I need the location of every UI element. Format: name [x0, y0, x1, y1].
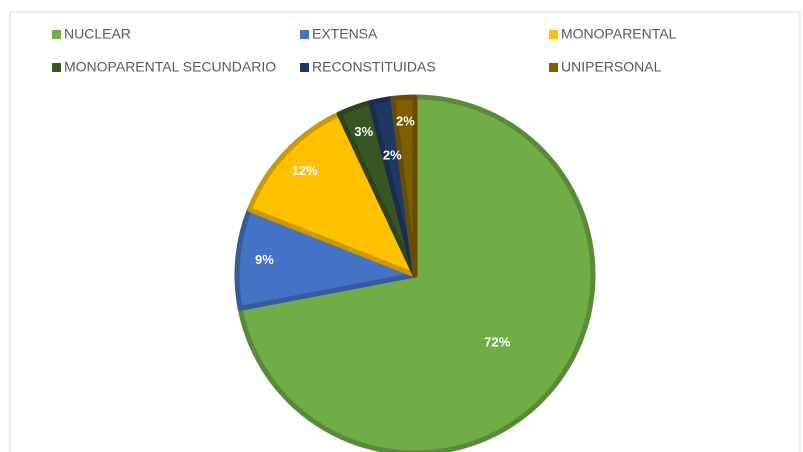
legend-swatch: [52, 63, 61, 72]
legend-swatch: [549, 63, 558, 72]
data-label: 3%: [354, 124, 373, 139]
legend-swatch: [549, 30, 558, 39]
legend-swatch: [300, 63, 309, 72]
data-label: 72%: [484, 335, 510, 350]
legend-swatch: [300, 30, 309, 39]
data-label: 12%: [292, 163, 318, 178]
legend-label: RECONSTITUIDAS: [312, 59, 436, 75]
data-label: 9%: [255, 252, 274, 267]
legend-label: NUCLEAR: [64, 26, 131, 42]
data-label: 2%: [383, 148, 402, 163]
pie-slice: [247, 111, 418, 278]
legend-label: EXTENSA: [312, 26, 378, 42]
legend-label: MONOPARENTAL: [561, 26, 677, 42]
legend-label: MONOPARENTAL SECUNDARIO: [64, 59, 276, 75]
pie-slice: [234, 206, 418, 311]
legend-swatch: [52, 30, 61, 39]
data-label: 2%: [396, 114, 415, 129]
legend-label: UNIPERSONAL: [561, 59, 662, 75]
pie-slice: [390, 94, 418, 278]
